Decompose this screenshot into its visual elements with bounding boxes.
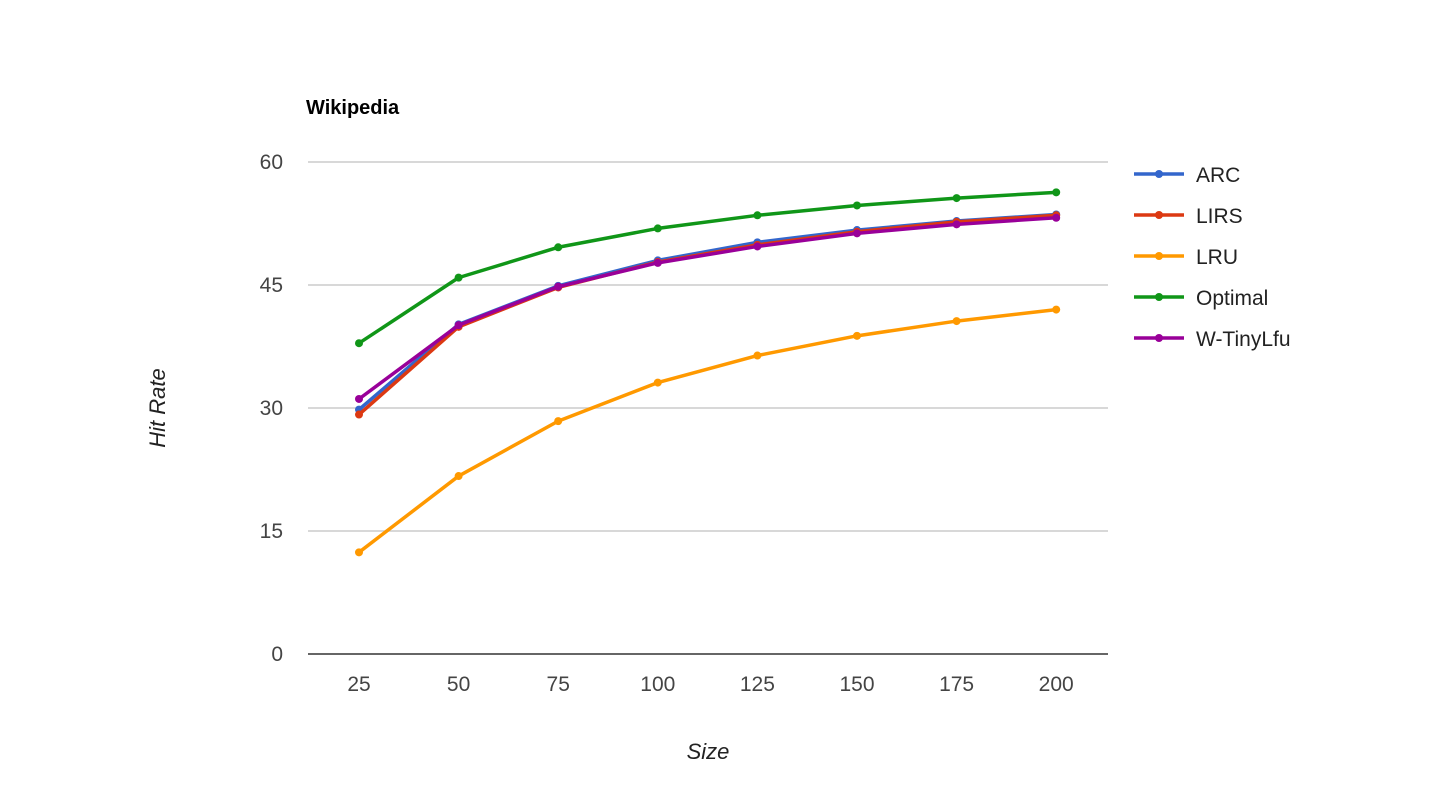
gridlines [308,161,1108,532]
x-tick-label: 25 [347,673,370,696]
y-tick-label: 45 [260,274,283,297]
series-lru [355,305,1061,557]
data-point-lru [454,472,463,481]
data-point-optimal [853,201,861,210]
data-point-lru [952,317,961,326]
legend-item-arc: ARC [1134,164,1240,187]
series-lirs [355,211,1061,419]
x-tick-label: 150 [839,673,874,696]
x-tick-label: 175 [939,673,974,696]
data-point-w-tinylfu [1052,213,1061,222]
data-point-optimal [753,211,762,220]
data-point-optimal [554,243,563,252]
legend-marker [1155,293,1163,301]
data-point-w-tinylfu [653,258,662,267]
data-point-w-tinylfu [554,282,563,291]
data-point-w-tinylfu [454,321,463,330]
series-line-lirs [357,213,1058,417]
data-point-optimal [1052,188,1061,197]
legend-item-lru: LRU [1134,246,1238,269]
legend: ARC LIRS LRU Optimal W-TinyLfu [1134,164,1291,351]
axes: 0 15 30 45 60 25 50 75 100 125 150 175 200 [260,151,1108,696]
y-axis-title: Hit Rate [145,368,170,447]
data-point-optimal [355,339,363,348]
x-tick-label: 50 [447,673,470,696]
x-tick-label: 125 [740,673,775,696]
data-point-lru [1052,305,1061,314]
series-optimal [355,188,1061,348]
series-w-tinylfu [355,213,1061,403]
data-point-lirs [355,410,363,419]
legend-item-optimal: Optimal [1134,287,1268,310]
legend-marker [1155,252,1163,260]
x-tick-label: 100 [640,673,675,696]
series-line-arc [357,212,1058,412]
legend-label: LIRS [1196,205,1243,228]
data-point-lru [554,417,563,426]
data-point-optimal [454,273,463,282]
legend-item-lirs: LIRS [1134,205,1243,228]
y-tick-label: 60 [260,151,283,174]
data-point-optimal [653,224,662,233]
legend-item-w-tinylfu: W-TinyLfu [1134,328,1291,351]
legend-marker [1155,211,1163,219]
y-tick-label: 15 [260,520,283,543]
data-point-lru [355,548,363,557]
series-lines [355,188,1061,557]
y-tick-label: 30 [260,397,283,420]
x-tick-label: 200 [1039,673,1074,696]
legend-marker [1155,334,1163,342]
chart-title: Wikipedia [306,97,400,119]
series-line-w-tinylfu [357,216,1058,401]
data-point-w-tinylfu [753,242,762,251]
data-point-lru [853,331,861,340]
data-point-w-tinylfu [355,394,363,403]
x-axis-title: Size [687,739,730,764]
legend-marker [1155,170,1163,178]
legend-label: Optimal [1196,287,1268,310]
data-point-w-tinylfu [853,229,861,238]
legend-label: ARC [1196,164,1240,187]
series-arc [355,210,1061,414]
series-line-optimal [357,190,1058,345]
series-line-lru [357,307,1058,555]
data-point-lru [753,351,762,360]
data-point-lru [653,378,662,387]
data-point-w-tinylfu [952,220,961,229]
data-point-optimal [952,194,961,203]
x-tick-label: 75 [547,673,570,696]
legend-label: W-TinyLfu [1196,328,1291,351]
y-tick-label: 0 [271,643,283,666]
legend-label: LRU [1196,246,1238,269]
